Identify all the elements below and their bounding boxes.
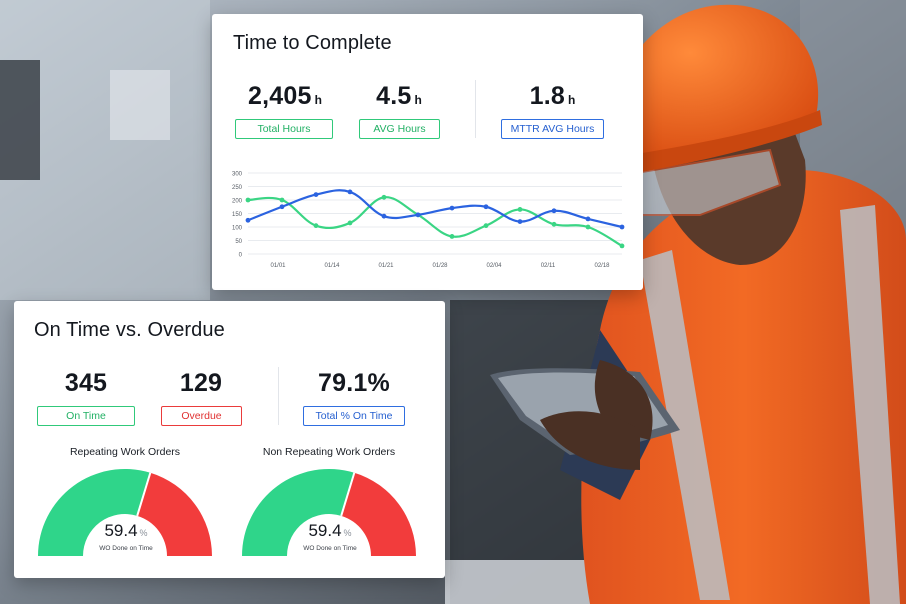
on-time-tag: On Time: [37, 406, 135, 426]
green-series-point: [551, 221, 557, 227]
gauge-value-number: 59.4: [308, 521, 342, 540]
card-title: On Time vs. Overdue: [34, 319, 225, 341]
green-series-point: [449, 234, 455, 239]
blue-series-point: [585, 216, 591, 222]
green-series-line: [247, 196, 623, 247]
blue-series-point: [279, 204, 285, 210]
blue-series-point: [551, 208, 557, 214]
gauge-value-unit: %: [139, 528, 148, 538]
non-repeating-work-orders-gauge: [242, 469, 416, 556]
gauge-caption: WO Done on Time: [303, 545, 357, 552]
green-series-point: [585, 224, 591, 230]
gauge-overdue-segment: [341, 472, 416, 556]
total-hours-metric: 2,405 h: [236, 82, 334, 111]
avg-hours-tag: AVG Hours: [359, 119, 440, 139]
metric-unit: h: [568, 93, 576, 107]
y-tick-label: 150: [232, 212, 243, 218]
metric-unit: h: [414, 93, 422, 107]
x-tick-label: 02/11: [541, 263, 556, 269]
gauge-value-unit: %: [343, 528, 352, 538]
x-tick-label: 01/28: [432, 263, 448, 269]
gauge-title: Repeating Work Orders: [69, 446, 181, 458]
green-series-point: [517, 207, 523, 212]
metric-value: 79.1%: [318, 369, 390, 397]
gauge-on-time-segment: [242, 469, 355, 556]
avg-hours-metric: 4.5 h: [359, 82, 439, 111]
green-series-point: [381, 194, 387, 200]
time-to-complete-line-chart: 0 50 100 150 200 250 300 01/01 01/14 01/21 01/28 02…: [232, 172, 625, 269]
gauge-value: 59.4%: [86, 521, 166, 541]
blue-series-point: [449, 205, 455, 211]
gauge-separator: [136, 472, 152, 517]
repeating-work-orders-gauge: [38, 469, 212, 556]
x-tick-label: 02/04: [486, 263, 502, 269]
blue-series-point: [245, 217, 251, 223]
y-tick-label: 50: [235, 239, 242, 245]
divider: [475, 80, 476, 138]
metric-unit: h: [314, 93, 322, 107]
overdue-metric: 129: [161, 369, 241, 398]
blue-series-point: [381, 213, 387, 219]
x-tick-label: 01/21: [378, 263, 394, 269]
total-on-time-metric: 79.1%: [303, 369, 405, 398]
card-title: Time to Complete: [233, 32, 392, 54]
metric-value: 129: [179, 369, 223, 397]
blue-series-point: [347, 189, 353, 195]
on-time-vs-overdue-card: On Time vs. Overdue 345 On Time 129 Over…: [14, 301, 445, 578]
x-tick-label: 01/01: [270, 263, 286, 269]
on-time-metric: 345: [37, 369, 135, 398]
blue-series-point: [415, 212, 421, 218]
gauge-value-number: 59.4: [104, 521, 138, 540]
metric-value: 345: [64, 369, 108, 397]
green-series-point: [279, 197, 285, 203]
y-tick-label: 250: [232, 185, 243, 191]
green-series-point: [483, 223, 489, 229]
gauge-overdue-segment: [137, 472, 212, 556]
green-series-point: [619, 243, 625, 249]
x-tick-label: 02/18: [594, 263, 610, 269]
x-tick-label: 01/14: [324, 263, 340, 269]
y-tick-label: 100: [232, 226, 243, 232]
y-tick-label: 0: [239, 253, 243, 259]
overdue-tag: Overdue: [161, 406, 242, 426]
blue-series-point: [313, 192, 319, 198]
metric-value: 1.8: [529, 82, 565, 110]
gauge-on-time-segment: [38, 469, 151, 556]
green-series-point: [313, 223, 319, 229]
mttr-avg-hours-tag: MTTR AVG Hours: [501, 119, 604, 139]
blue-series-line: [247, 189, 623, 229]
blue-series-point: [517, 219, 523, 225]
metric-value: 4.5: [376, 82, 412, 110]
time-to-complete-card: Time to Complete 2,405 h Total Hours 4.5 h…: [212, 14, 643, 290]
gauge-value: 59.4%: [290, 521, 370, 541]
gauge-title: Non Repeating Work Orders: [262, 446, 396, 458]
y-tick-label: 200: [232, 199, 243, 205]
total-on-time-tag: Total % On Time: [303, 406, 405, 426]
blue-series-point: [619, 224, 625, 230]
gauge-separator: [340, 472, 356, 517]
y-tick-label: 300: [232, 172, 243, 178]
divider: [278, 367, 279, 425]
green-series-point: [347, 220, 353, 226]
blue-series-point: [483, 204, 489, 210]
mttr-avg-hours-metric: 1.8 h: [501, 82, 604, 111]
metric-value: 2,405: [248, 82, 312, 110]
total-hours-tag: Total Hours: [235, 119, 333, 139]
green-series-point: [245, 197, 251, 203]
gauge-caption: WO Done on Time: [99, 545, 153, 552]
